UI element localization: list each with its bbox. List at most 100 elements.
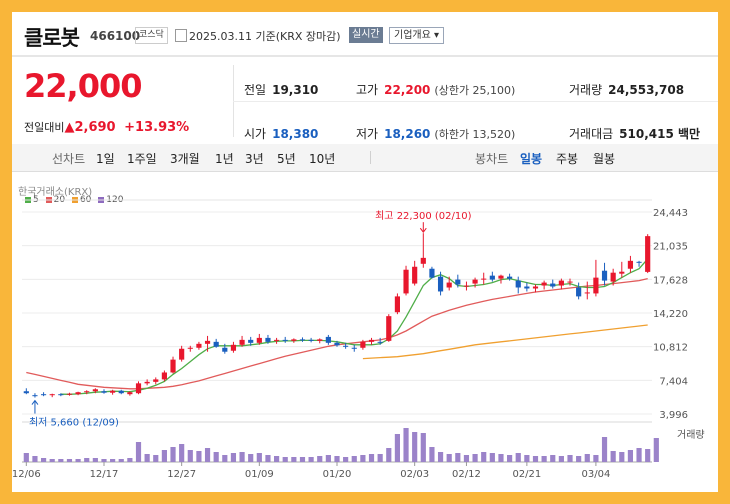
tab-weekly[interactable]: 주봉 bbox=[556, 152, 579, 166]
candle-body bbox=[550, 283, 556, 287]
volume-bar bbox=[256, 453, 262, 462]
volume-bar bbox=[541, 456, 547, 462]
candle-body bbox=[291, 339, 297, 341]
volume-bar bbox=[420, 433, 426, 462]
y-tick-label: 24,443 bbox=[653, 208, 688, 219]
volume-bar bbox=[610, 451, 616, 462]
candle-body bbox=[204, 340, 211, 344]
open-price: 시가 18,380 bbox=[244, 127, 319, 141]
candle-body bbox=[515, 280, 521, 288]
tab-line-chart[interactable]: 선차트 bbox=[52, 152, 86, 166]
volume-bar bbox=[351, 456, 357, 462]
chart-source: 한국거래소(KRX) bbox=[18, 187, 93, 198]
y-tick-label: 7,404 bbox=[659, 376, 688, 387]
volume-bar bbox=[49, 459, 55, 462]
candle-body bbox=[343, 345, 349, 347]
volume-bar bbox=[584, 454, 590, 462]
tab-daily[interactable]: 일봉 bbox=[520, 152, 543, 166]
volume-bar bbox=[40, 458, 47, 462]
volume-bar bbox=[489, 453, 495, 462]
company-overview-dropdown[interactable]: 기업개요 ▾ bbox=[389, 27, 444, 44]
x-tick-label: 02/21 bbox=[512, 469, 541, 480]
volume-bar bbox=[92, 458, 98, 462]
ma20-line bbox=[26, 277, 648, 390]
candle-body bbox=[179, 348, 185, 360]
volume-bar bbox=[412, 432, 418, 462]
candle-body bbox=[360, 341, 366, 348]
candle-body bbox=[567, 281, 573, 283]
x-tick-label: 01/09 bbox=[245, 469, 274, 480]
volume-bar bbox=[265, 455, 271, 462]
volume-bar bbox=[653, 438, 659, 462]
candle-body bbox=[541, 282, 547, 286]
low-price: 저가 18,260 (하한가 13,520) bbox=[356, 127, 516, 141]
volume-bar bbox=[429, 447, 435, 462]
candle-body bbox=[161, 372, 167, 380]
volume-bar bbox=[299, 457, 306, 462]
x-tick-label: 02/12 bbox=[452, 469, 481, 480]
price-chart[interactable]: 24,443 21,035 17,628 14,220 10,812 7,404 3,996… bbox=[12, 12, 718, 492]
current-price: 22,000 bbox=[24, 67, 142, 105]
volume-bar bbox=[437, 452, 444, 462]
volume-bar bbox=[524, 455, 530, 462]
candle-body bbox=[58, 394, 64, 396]
candle-body bbox=[32, 395, 38, 397]
tab-period-10y[interactable]: 10년 bbox=[309, 152, 336, 166]
tab-period-1d[interactable]: 1일 bbox=[96, 152, 115, 166]
candle-body bbox=[463, 285, 470, 287]
low-note: 최저 5,660 (12/09) bbox=[29, 417, 119, 429]
volume-bar bbox=[213, 452, 219, 462]
candle-body bbox=[118, 390, 124, 394]
volume-bar bbox=[222, 455, 228, 462]
candle-body bbox=[92, 389, 98, 392]
y-tick-label: 17,628 bbox=[653, 275, 688, 286]
calendar-icon bbox=[175, 29, 187, 42]
volume-bar bbox=[187, 450, 193, 462]
tab-period-1y[interactable]: 1년 bbox=[215, 152, 234, 166]
candle-body bbox=[351, 347, 357, 349]
tab-period-3y[interactable]: 3년 bbox=[245, 152, 264, 166]
y-tick-label: 3,996 bbox=[659, 410, 688, 421]
candle-body bbox=[584, 292, 590, 294]
volume-bar bbox=[325, 455, 331, 462]
tab-period-1w[interactable]: 1주일 bbox=[127, 152, 157, 166]
volume-bar bbox=[135, 442, 142, 462]
volume-bar bbox=[368, 454, 375, 462]
candle-body bbox=[636, 261, 642, 263]
low-arrow-head bbox=[31, 399, 39, 405]
volume-bar bbox=[507, 455, 513, 462]
candle-body bbox=[308, 339, 314, 341]
volume-bar bbox=[567, 455, 573, 462]
candle-body bbox=[153, 379, 159, 382]
candle-body bbox=[429, 268, 435, 278]
candle-body bbox=[248, 339, 254, 343]
tab-period-3m[interactable]: 3개월 bbox=[170, 152, 200, 166]
candle-body bbox=[558, 280, 564, 286]
volume-bar bbox=[498, 454, 504, 462]
volume-bar bbox=[360, 455, 366, 462]
candle-body bbox=[619, 271, 625, 274]
tab-period-5y[interactable]: 5년 bbox=[277, 152, 296, 166]
volume-bar bbox=[282, 457, 288, 462]
high-note: 최고 22,300 (02/10) bbox=[375, 210, 471, 222]
candle-body bbox=[386, 316, 392, 341]
candle-body bbox=[334, 342, 340, 346]
tab-monthly[interactable]: 월봉 bbox=[593, 152, 616, 166]
volume-bar bbox=[403, 428, 409, 462]
volume-bar bbox=[127, 458, 133, 462]
volume-bar bbox=[377, 454, 383, 462]
tab-candle-chart[interactable]: 봉차트 bbox=[475, 152, 509, 166]
volume-bar bbox=[463, 455, 470, 462]
volume-bar bbox=[239, 452, 245, 462]
volume-bar bbox=[161, 450, 167, 462]
realtime-button[interactable]: 실시간 bbox=[349, 27, 383, 43]
candle-body bbox=[66, 393, 73, 395]
candle-body bbox=[101, 391, 107, 393]
change-percent: +13.93% bbox=[124, 120, 190, 135]
volume-bar bbox=[558, 456, 564, 462]
volume-bar bbox=[110, 459, 116, 462]
volume-bar bbox=[248, 454, 254, 462]
volume-label: 거래량 bbox=[677, 429, 705, 441]
candle-body bbox=[377, 341, 383, 343]
candle-body bbox=[213, 341, 219, 347]
